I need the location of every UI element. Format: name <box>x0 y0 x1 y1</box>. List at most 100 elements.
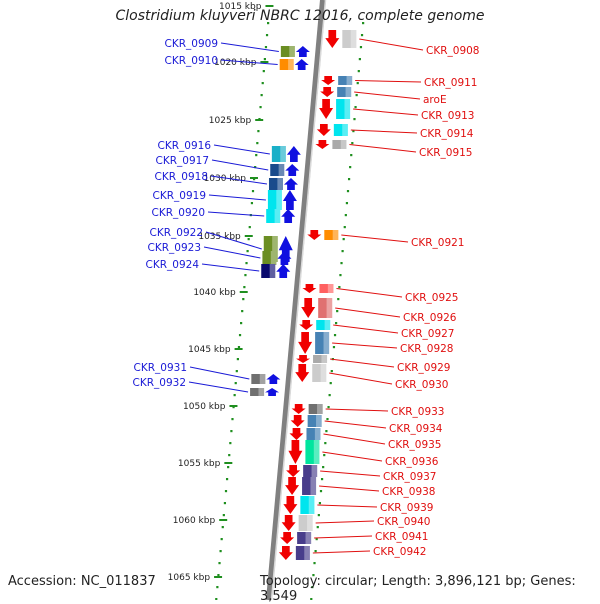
gene-label-reverse: CKR_0915 <box>419 147 472 159</box>
ruler-dot-right <box>325 430 328 433</box>
gene-category-block <box>308 404 323 414</box>
leader-line-reverse <box>323 433 386 445</box>
ruler-dot-right <box>360 34 364 37</box>
gene-category-block <box>338 76 353 85</box>
gene-category-shade <box>269 264 276 278</box>
gene-category-block <box>295 546 310 560</box>
ruler-dot-left <box>256 142 259 145</box>
leader-line-forward <box>188 381 249 393</box>
ruler-dot-left <box>215 598 218 600</box>
forward-gene-arrow <box>295 46 310 57</box>
ruler-dot-right <box>341 250 344 253</box>
gene-category-block <box>300 496 315 514</box>
gene-category-block <box>307 415 322 427</box>
reverse-gene-arrow <box>286 465 301 477</box>
ruler-dot-right <box>351 142 354 145</box>
reverse-gene-arrow <box>296 355 311 363</box>
gene-category-block <box>332 140 347 149</box>
gene-category-shade <box>259 374 266 384</box>
leader-line-reverse <box>329 358 395 368</box>
gene-category-shade <box>340 140 347 149</box>
gene-label-reverse: CKR_0929 <box>397 362 450 374</box>
gene-category-block <box>306 428 321 440</box>
kbp-label: 1060 kbp <box>173 516 216 526</box>
gene-label-reverse: CKR_0936 <box>385 456 439 468</box>
forward-gene-arrow <box>276 264 291 278</box>
gene-label-reverse: CKR_0942 <box>373 546 426 558</box>
ruler-dot-right <box>338 286 341 289</box>
ruler-dot-right <box>362 22 365 25</box>
ruler-dot-left <box>261 82 264 85</box>
ruler-dot-left <box>248 226 251 229</box>
leader-line-forward <box>213 144 270 155</box>
gene-category-shade <box>346 76 353 85</box>
gene-label-reverse: CKR_0937 <box>383 471 436 483</box>
ruler-dot-left <box>265 34 269 37</box>
gene-label-forward: CKR_0918 <box>155 171 208 183</box>
gene-label-reverse: CKR_0938 <box>382 486 435 498</box>
gene-category-shade <box>308 496 315 514</box>
ruler-dot-left <box>240 322 243 325</box>
kbp-label: 1065 kbp <box>168 573 211 583</box>
ruler-dot-left <box>224 490 228 493</box>
ruler-dot-left <box>237 346 241 349</box>
gene-label-forward: CKR_0916 <box>158 140 212 152</box>
kbp-label: 1050 kbp <box>183 402 226 412</box>
gene-category-block <box>303 465 318 477</box>
reverse-gene-arrow <box>295 364 310 382</box>
gene-category-shade <box>326 298 333 318</box>
reverse-gene-arrow <box>281 515 296 531</box>
gene-label-reverse: CKR_0926 <box>403 312 457 324</box>
gene-category-block <box>268 178 283 190</box>
gene-category-block <box>312 364 327 382</box>
gene-label-reverse: CKR_0927 <box>401 328 454 340</box>
reverse-gene-arrow <box>290 415 305 427</box>
ruler-dot-left <box>247 238 250 241</box>
gene-label-forward: CKR_0909 <box>165 38 218 50</box>
ruler-dot-right <box>353 118 356 121</box>
ruler-dot-right <box>355 94 358 97</box>
ruler-dot-left <box>242 298 245 301</box>
ruler-dot-right <box>349 166 352 169</box>
gene-label-reverse: CKR_0908 <box>426 45 479 57</box>
ruler-dot-left <box>251 190 255 193</box>
reverse-gene-arrow <box>315 140 330 149</box>
ruler-dot-right <box>319 490 323 493</box>
kbp-label: 1055 kbp <box>178 459 221 469</box>
ruler-dot-left <box>257 130 260 133</box>
gene-label-reverse: CKR_0928 <box>400 343 453 355</box>
ruler-dot-right <box>350 154 353 157</box>
ruler-dot-left <box>216 586 219 589</box>
ruler-dot-left <box>244 274 247 277</box>
gene-category-shade <box>274 209 281 223</box>
reverse-gene-arrow <box>278 546 293 560</box>
ruler-dot-right <box>313 562 316 565</box>
gene-label-reverse: CKR_0941 <box>375 531 428 543</box>
ruler-dot-left <box>230 430 233 433</box>
leader-line-reverse <box>333 324 399 334</box>
gene-label-reverse: CKR_0921 <box>411 237 464 249</box>
ruler-dot-right <box>330 370 333 373</box>
ruler-dot-right <box>312 574 315 577</box>
gene-label-forward: CKR_0920 <box>152 207 205 219</box>
genome-backbone-highlight <box>270 0 327 600</box>
ruler-dot-right <box>347 178 351 181</box>
ruler-dot-right <box>345 202 349 205</box>
gene-category-block <box>270 164 285 176</box>
gene-category-block <box>297 532 312 544</box>
leader-line-reverse <box>350 129 418 134</box>
forward-gene-arrow <box>281 209 296 223</box>
ruler-dot-left <box>231 418 234 421</box>
leader-line-reverse <box>353 108 419 116</box>
ruler-dot-left <box>228 454 231 457</box>
ruler-dot-right <box>344 214 347 217</box>
gene-category-shade <box>317 404 323 414</box>
gene-label-forward: CKR_0931 <box>134 362 187 374</box>
ruler-dot-right <box>326 418 329 421</box>
ruler-dot-left <box>254 166 257 169</box>
gene-category-shade <box>272 236 278 262</box>
leader-line-reverse <box>359 38 424 51</box>
ruler-dot-right <box>339 274 342 277</box>
ruler-dot-right <box>354 106 357 109</box>
ruler-dot-left <box>243 286 246 289</box>
